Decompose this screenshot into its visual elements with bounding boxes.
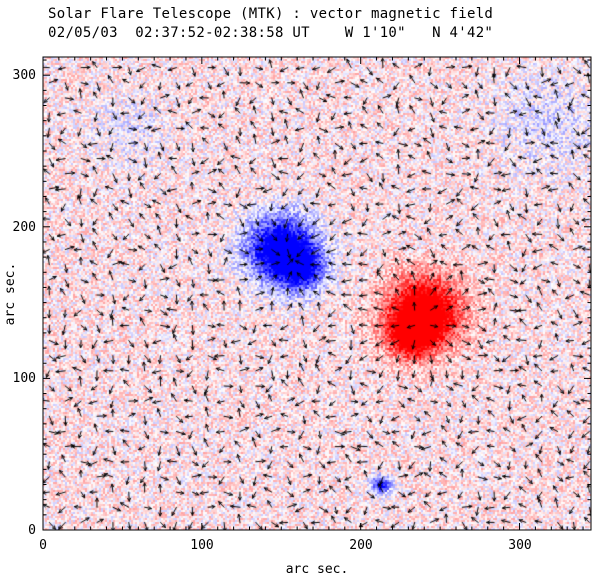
magnetogram-plot-area [43, 57, 591, 530]
y-tick-label-100: 100 [13, 371, 36, 386]
x-tick-label-100: 100 [190, 538, 213, 553]
x-axis-label: arc sec. [286, 562, 349, 577]
x-tick-label-0: 0 [39, 538, 47, 553]
x-tick-label-200: 200 [349, 538, 372, 553]
y-tick-label-300: 300 [13, 68, 36, 83]
y-tick-label-0: 0 [28, 523, 36, 538]
plot-subtitle: 02/05/03 02:37:52-02:38:58 UT W 1'10" N … [48, 25, 494, 41]
plot-title: Solar Flare Telescope (MTK) : vector mag… [48, 6, 494, 22]
y-axis-label: arc sec. [3, 263, 18, 326]
x-tick-label-300: 300 [508, 538, 531, 553]
y-tick-label-200: 200 [13, 220, 36, 235]
